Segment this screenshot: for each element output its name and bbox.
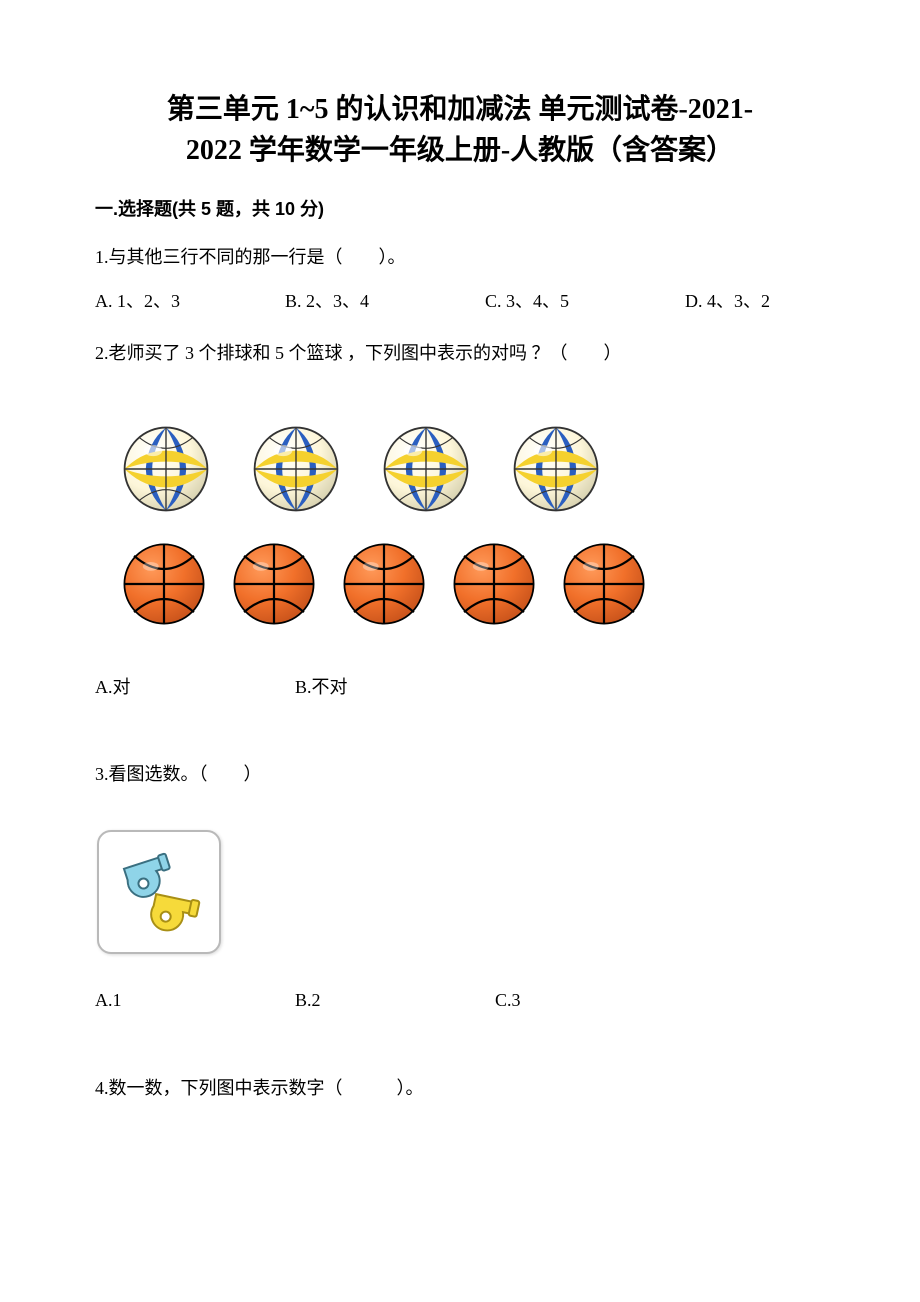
question-3-options: A.1 B.2 C.3 — [95, 982, 825, 1020]
section-1-header: 一.选择题(共 5 题，共 10 分) — [95, 195, 825, 221]
question-4-text: 4.数一数，下列图中表示数字（ ）。 — [95, 1070, 825, 1108]
basketball-item — [450, 540, 538, 633]
basketball-item — [560, 540, 648, 633]
basketball-item — [120, 540, 208, 633]
volleyball-item — [510, 423, 602, 520]
volleyball-row — [120, 423, 825, 520]
volleyball-icon — [380, 423, 472, 515]
basketball-row — [120, 540, 825, 633]
page-title: 第三单元 1~5 的认识和加减法 单元测试卷-2021- 2022 学年数学一年… — [95, 90, 825, 171]
question-1-text: 1.与其他三行不同的那一行是（ ）。 — [95, 239, 825, 277]
volleyball-icon — [250, 423, 342, 515]
volleyball-icon — [510, 423, 602, 515]
title-line-1: 第三单元 1~5 的认识和加减法 单元测试卷-2021- — [167, 94, 753, 125]
volleyball-item — [380, 423, 472, 520]
question-1-options: A. 1、2、3 B. 2、3、4 C. 3、4、5 D. 4、3、2 — [95, 283, 825, 321]
question-3-text: 3.看图选数。（ ） — [95, 756, 825, 794]
q1-option-c: C. 3、4、5 — [485, 283, 685, 321]
volleyball-item — [250, 423, 342, 520]
basketball-icon — [560, 540, 648, 628]
q3-option-a: A.1 — [95, 982, 295, 1020]
page: 第三单元 1~5 的认识和加减法 单元测试卷-2021- 2022 学年数学一年… — [0, 0, 920, 1302]
q3-option-b: B.2 — [295, 982, 495, 1020]
q2-option-a: A.对 — [95, 669, 295, 707]
question-2-text: 2.老师买了 3 个排球和 5 个篮球 ，下列图中表示的对吗 ？（ ） — [95, 335, 825, 373]
q3-figure-box — [97, 830, 221, 954]
basketball-icon — [450, 540, 538, 628]
title-line-2: 2022 学年数学一年级上册-人教版（含答案） — [186, 135, 734, 166]
basketball-item — [340, 540, 428, 633]
q3-option-c: C.3 — [495, 982, 695, 1020]
q1-option-d: D. 4、3、2 — [685, 283, 815, 321]
volleyball-item — [120, 423, 212, 520]
basketball-icon — [120, 540, 208, 628]
q1-option-b: B. 2、3、4 — [285, 283, 485, 321]
q2-figure — [95, 423, 825, 633]
basketball-icon — [340, 540, 428, 628]
volleyball-icon — [120, 423, 212, 515]
basketball-item — [230, 540, 318, 633]
q1-option-a: A. 1、2、3 — [95, 283, 285, 321]
q2-option-b: B.不对 — [295, 669, 495, 707]
question-2-options: A.对 B.不对 — [95, 669, 825, 707]
whistles-icon — [99, 832, 219, 952]
basketball-icon — [230, 540, 318, 628]
